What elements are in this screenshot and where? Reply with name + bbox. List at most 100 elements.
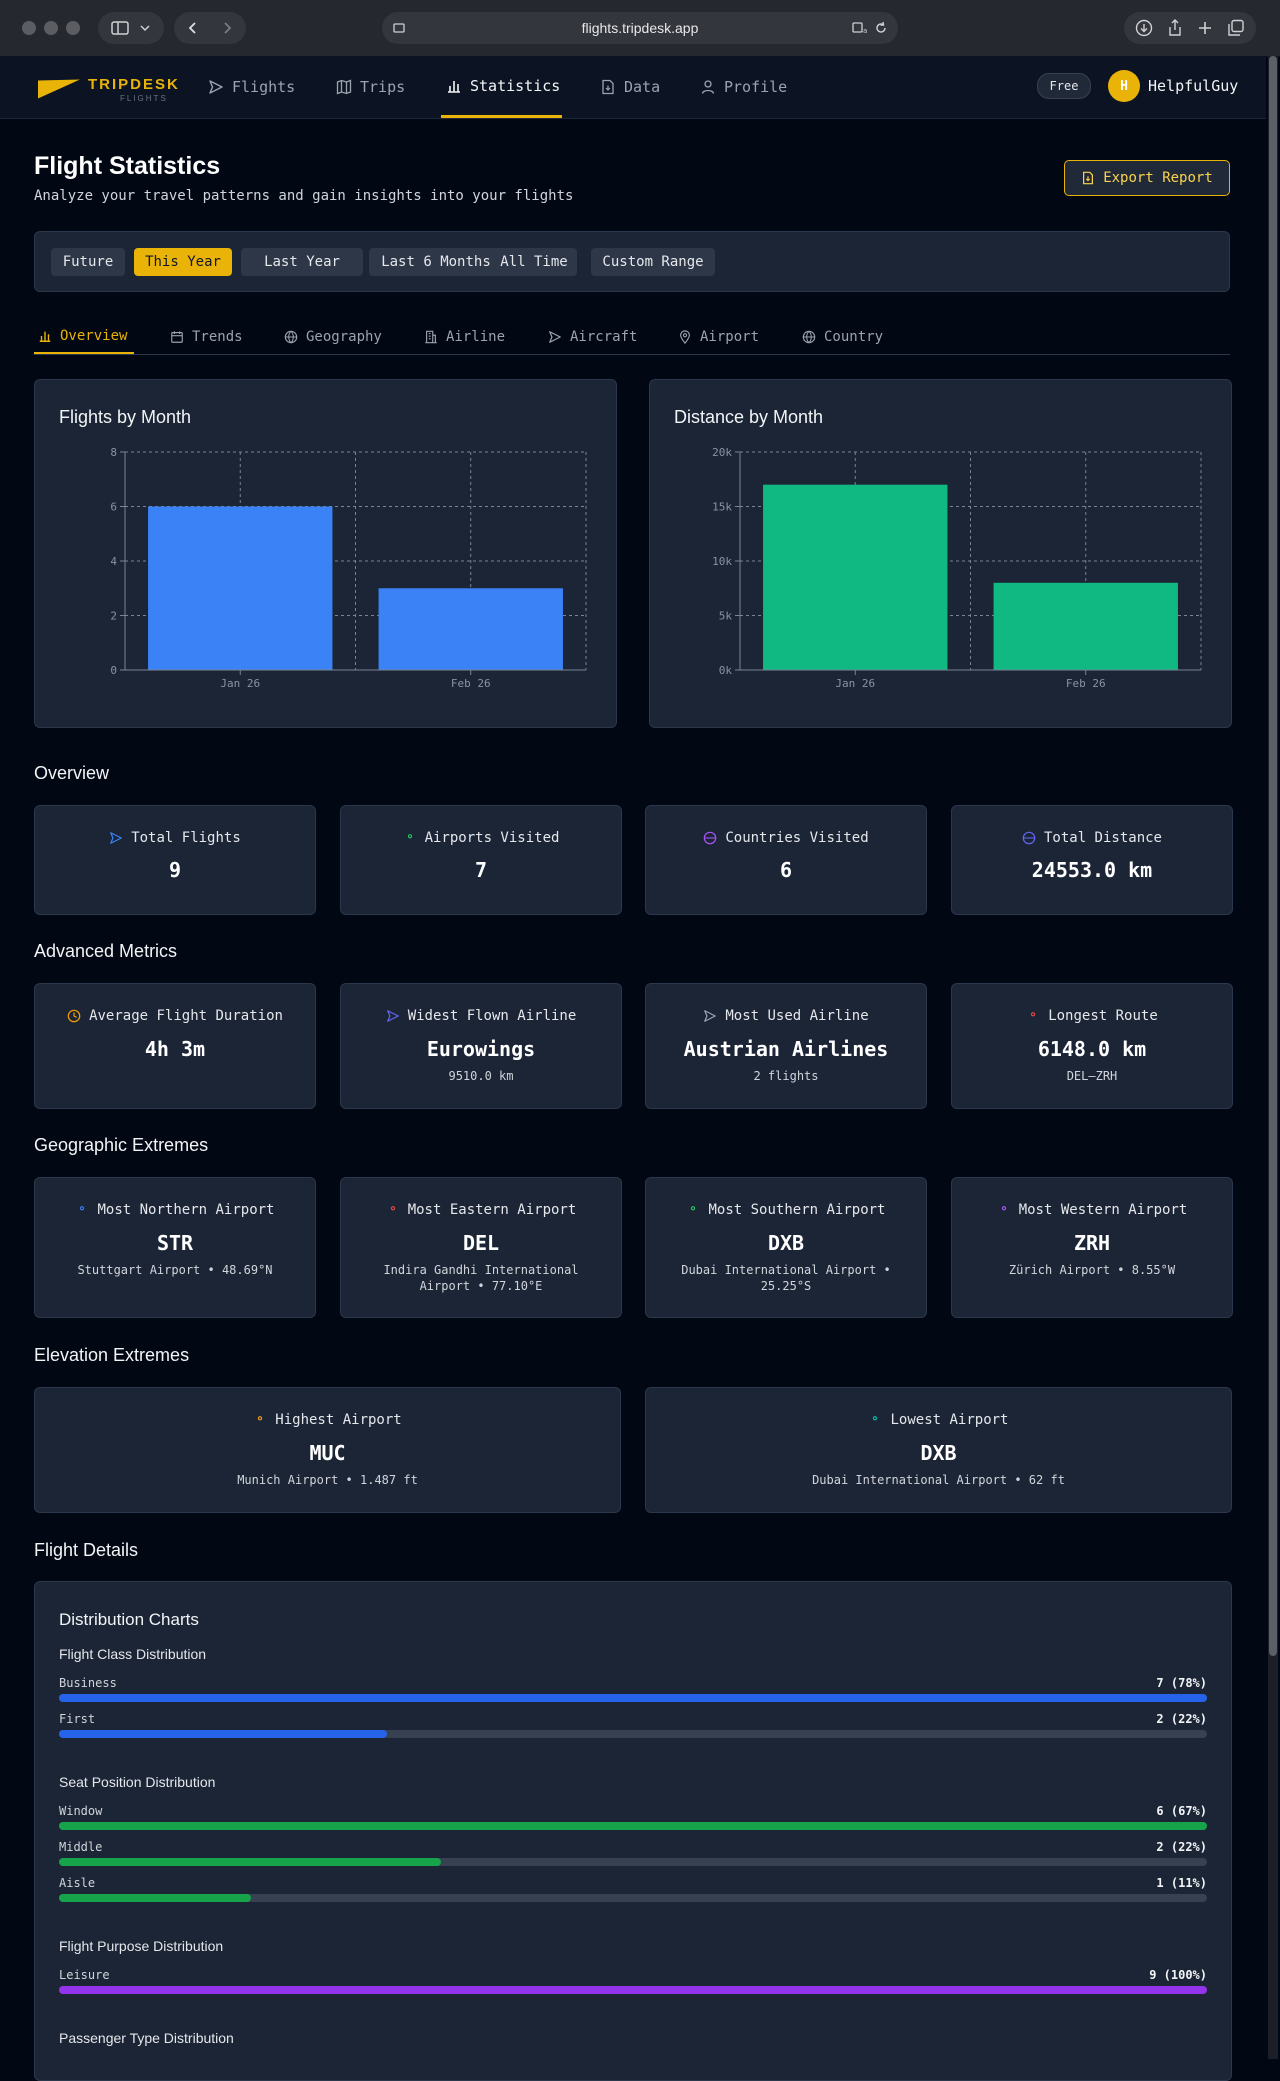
nav-item-data[interactable]: Data xyxy=(600,56,660,118)
stat-card-label-row: Countries Visited xyxy=(646,830,926,846)
username[interactable]: HelpfulGuy xyxy=(1148,77,1239,95)
pin-icon xyxy=(390,1206,395,1211)
site-settings-icon[interactable] xyxy=(392,21,406,35)
pin-icon xyxy=(1001,1206,1006,1211)
stat-card-value: 7 xyxy=(474,858,488,882)
nav-item-trips[interactable]: Trips xyxy=(336,56,405,118)
pin-icon xyxy=(680,330,690,344)
window-close-button[interactable] xyxy=(22,21,36,35)
stat-card-subtext: Munich Airport • 1.487 ft xyxy=(237,1473,418,1487)
building-icon xyxy=(425,330,437,344)
stat-card-label-row: Longest Route xyxy=(952,1008,1232,1024)
y-tick-label: 5k xyxy=(719,610,733,623)
pin-icon xyxy=(80,1206,85,1211)
stat-card-subtext: Dubai International Airport • 25.25°S xyxy=(681,1263,891,1293)
new-tab-icon[interactable] xyxy=(1197,20,1213,36)
nav-item-label: Profile xyxy=(724,78,788,96)
stat-card: Most Southern Airport DXB Dubai Internatio… xyxy=(645,1177,927,1318)
translate-icon[interactable]: a xyxy=(852,21,868,35)
filter-all-time[interactable]: All Time xyxy=(491,248,577,276)
distribution-bar-fill xyxy=(59,1822,1207,1830)
distribution-charts-title: Distribution Charts xyxy=(59,1610,199,1629)
tab-overview[interactable]: Overview xyxy=(34,320,134,354)
avatar[interactable]: H xyxy=(1108,70,1140,102)
bar[interactable] xyxy=(378,588,563,670)
stat-card-label: Most Northern Airport xyxy=(97,1202,275,1218)
y-tick-label: 0k xyxy=(719,664,733,677)
distribution-row-value: 9 (100%) xyxy=(1149,1968,1207,1982)
bar[interactable] xyxy=(763,484,948,670)
reload-icon[interactable] xyxy=(874,21,888,35)
back-icon[interactable] xyxy=(186,21,200,35)
distribution-bar-track xyxy=(59,1730,1207,1738)
flights-by-month-panel: Flights by Month 0 2 4 6 8 Jan 26 Feb 26 xyxy=(34,379,617,728)
tab-aircraft[interactable]: Aircraft xyxy=(548,320,637,354)
tab-country[interactable]: Country xyxy=(802,320,883,354)
window-zoom-button[interactable] xyxy=(66,21,80,35)
forward-icon[interactable] xyxy=(220,21,234,35)
stat-card-label-row: Total Flights xyxy=(35,830,315,846)
stat-card-label: Most Eastern Airport xyxy=(407,1202,577,1218)
stat-card-value: 6 xyxy=(779,858,793,882)
distance-by-month-chart: 0k 5k 10k 15k 20k Jan 26 Feb 26 xyxy=(712,446,1202,690)
stat-card-label-row: Most Used Airline xyxy=(646,1008,926,1024)
bar[interactable] xyxy=(993,582,1178,670)
stat-card-label-row: Lowest Airport xyxy=(646,1412,1231,1428)
stat-card: Highest Airport MUC Munich Airport • 1.487… xyxy=(34,1387,621,1513)
stat-card-subtext: DEL–ZRH xyxy=(1066,1069,1118,1083)
distribution-row-label: First xyxy=(59,1712,96,1726)
clock-icon xyxy=(67,1009,81,1023)
tab-geography[interactable]: Geography xyxy=(284,320,382,354)
globe-icon xyxy=(1022,831,1036,845)
scrollbar-thumb[interactable] xyxy=(1269,56,1277,1656)
share-icon[interactable] xyxy=(1167,19,1183,37)
distribution-bar-fill xyxy=(59,1694,1207,1702)
stat-card-label: Countries Visited xyxy=(725,830,869,846)
filter-last-year[interactable]: Last Year xyxy=(241,248,363,276)
bar[interactable] xyxy=(148,506,333,671)
pin-icon xyxy=(258,1416,263,1421)
download-icon[interactable] xyxy=(1135,19,1153,37)
stat-card: Longest Route 6148.0 km DEL–ZRH xyxy=(951,983,1233,1109)
page-scrollbar[interactable] xyxy=(1268,56,1278,2059)
stat-card: Most Western Airport ZRH Zürich Airport • … xyxy=(951,1177,1233,1318)
tab-label: Aircraft xyxy=(570,329,638,345)
tabs-overview-icon[interactable] xyxy=(1227,19,1245,37)
tab-airline[interactable]: Airline xyxy=(424,320,505,354)
stat-card: Airports Visited 7 xyxy=(340,805,622,915)
export-report-button[interactable]: Export Report xyxy=(1064,160,1230,196)
nav-item-profile[interactable]: Profile xyxy=(700,56,787,118)
tab-label: Overview xyxy=(60,328,128,344)
flights-by-month-chart: 0 2 4 6 8 Jan 26 Feb 26 xyxy=(110,446,587,690)
filter-this-year[interactable]: This Year xyxy=(134,248,232,276)
filter-last-6-months[interactable]: Last 6 Months xyxy=(369,248,503,276)
stat-card-label: Most Southern Airport xyxy=(708,1202,886,1218)
stat-card-subtext: Dubai International Airport • 62 ft xyxy=(812,1473,1065,1487)
filter-custom-range[interactable]: Custom Range xyxy=(591,248,715,276)
browser-toolbar: flights.tripdesk.app a xyxy=(0,0,1280,57)
y-tick-label: 6 xyxy=(110,501,117,514)
tab-trends[interactable]: Trends xyxy=(170,320,243,354)
nav-item-statistics[interactable]: Statistics xyxy=(441,56,562,118)
stat-card-value: DEL xyxy=(462,1231,500,1255)
export-report-label: Export Report xyxy=(1103,170,1213,186)
distribution-row-value: 6 (67%) xyxy=(1156,1804,1207,1818)
tab-airport[interactable]: Airport xyxy=(678,320,759,354)
address-bar[interactable]: flights.tripdesk.app a xyxy=(382,12,898,44)
stat-card-label: Average Flight Duration xyxy=(89,1008,283,1024)
sidebar-toggle-button[interactable] xyxy=(98,12,164,44)
stat-card-subtext: 2 flights xyxy=(753,1069,819,1083)
stat-card-value: MUC xyxy=(309,1441,346,1465)
pin-icon xyxy=(873,1416,878,1421)
bar-chart-icon xyxy=(39,331,51,342)
distribution-group-title: Flight Purpose Distribution xyxy=(59,1938,224,1954)
filter-future[interactable]: Future xyxy=(51,248,125,276)
x-tick-label: Jan 26 xyxy=(835,677,875,690)
stat-card-label: Airports Visited xyxy=(424,830,560,846)
window-minimize-button[interactable] xyxy=(44,21,58,35)
advanced-metrics-title: Advanced Metrics xyxy=(34,941,178,961)
tripdesk-logo[interactable]: TRIPDESK FLIGHTS xyxy=(38,70,178,104)
nav-item-flights[interactable]: Flights xyxy=(208,56,295,118)
calendar-icon xyxy=(171,331,183,343)
distribution-bar-fill xyxy=(59,1986,1207,1994)
